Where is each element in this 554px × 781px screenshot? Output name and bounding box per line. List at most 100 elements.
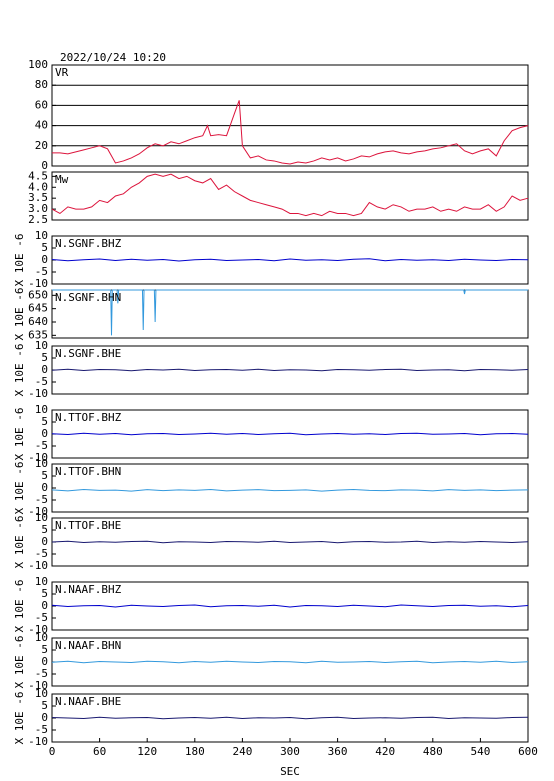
x-tick-label: 360 bbox=[328, 745, 348, 758]
x-tick-label: 600 bbox=[518, 745, 538, 758]
panel-frame bbox=[51, 463, 529, 513]
y-tick-label: 5 bbox=[41, 643, 48, 656]
y-tick-label: 0 bbox=[41, 535, 48, 548]
y-tick-label: 3.5 bbox=[28, 191, 48, 204]
panel-label: Mw bbox=[55, 173, 69, 186]
y-tick-label: 20 bbox=[35, 139, 48, 152]
y-tick-label: 0 bbox=[41, 655, 48, 668]
y-tick-label: 80 bbox=[35, 78, 48, 91]
x-axis-label: SEC bbox=[280, 765, 300, 778]
y-axis-label: X 10E -6 bbox=[13, 234, 26, 287]
panel-frame bbox=[51, 289, 529, 339]
panel-label: N.NAAF.BHE bbox=[55, 695, 121, 708]
series-line bbox=[51, 258, 529, 262]
series-line bbox=[52, 289, 528, 336]
panel-frame bbox=[51, 64, 529, 167]
y-tick-label: 10 bbox=[35, 511, 48, 524]
y-tick-label: 10 bbox=[35, 575, 48, 588]
series-line bbox=[51, 540, 529, 544]
y-tick-label: 2.5 bbox=[28, 213, 48, 226]
y-tick-label: 0 bbox=[41, 253, 48, 266]
y-axis-label: X 10E -6 bbox=[13, 408, 26, 461]
y-tick-label: 60 bbox=[35, 98, 48, 111]
y-tick-label: 0 bbox=[41, 711, 48, 724]
y-tick-label: 645 bbox=[28, 302, 48, 315]
y-tick-label: 100 bbox=[28, 58, 48, 71]
panel-label: N.TTOF.BHZ bbox=[55, 411, 122, 424]
y-tick-label: 0 bbox=[41, 363, 48, 376]
y-tick-label: 5 bbox=[41, 587, 48, 600]
y-tick-label: 0 bbox=[41, 599, 48, 612]
y-tick-label: -5 bbox=[35, 265, 48, 278]
x-tick-label: 180 bbox=[185, 745, 205, 758]
series-line bbox=[51, 660, 529, 664]
y-tick-label: 635 bbox=[28, 328, 48, 341]
series-line bbox=[51, 368, 529, 372]
panel-label: N.SGNF.BHN bbox=[55, 291, 121, 304]
y-tick-label: -10 bbox=[28, 505, 48, 518]
y-tick-label: 5 bbox=[41, 415, 48, 428]
y-tick-label: 10 bbox=[35, 403, 48, 416]
panel-label: N.SGNF.BHZ bbox=[55, 237, 122, 250]
y-tick-label: 10 bbox=[35, 229, 48, 242]
panel-label: N.TTOF.BHE bbox=[55, 519, 121, 532]
series-line bbox=[51, 432, 529, 436]
y-tick-label: 650 bbox=[28, 288, 48, 301]
x-tick-label: 420 bbox=[375, 745, 395, 758]
y-tick-label: 4.5 bbox=[28, 169, 48, 182]
series-line bbox=[51, 173, 529, 217]
y-tick-label: -10 bbox=[28, 735, 48, 748]
y-axis-label: X 10E -6 bbox=[13, 516, 26, 569]
x-tick-label: 240 bbox=[232, 745, 252, 758]
series-line bbox=[51, 604, 529, 608]
y-tick-label: 5 bbox=[41, 241, 48, 254]
panel-label: N.TTOF.BHN bbox=[55, 465, 121, 478]
series-line bbox=[51, 716, 529, 720]
y-tick-label: -5 bbox=[35, 611, 48, 624]
y-tick-label: 640 bbox=[28, 315, 48, 328]
x-tick-label: 60 bbox=[93, 745, 106, 758]
x-tick-label: 480 bbox=[423, 745, 443, 758]
panel-frame bbox=[51, 171, 529, 221]
y-tick-label: 40 bbox=[35, 119, 48, 132]
x-tick-label: 0 bbox=[49, 745, 56, 758]
chart-title: 2022/10/24 10:20 bbox=[60, 51, 166, 64]
x-tick-label: 540 bbox=[470, 745, 490, 758]
series-line bbox=[52, 100, 529, 165]
y-axis-label: X 10E -6 bbox=[13, 636, 26, 689]
y-tick-label: 5 bbox=[41, 699, 48, 712]
y-axis-label: X 10E -6 bbox=[13, 692, 26, 745]
y-tick-label: -10 bbox=[28, 559, 48, 572]
y-tick-label: -10 bbox=[28, 623, 48, 636]
y-tick-label: -10 bbox=[28, 387, 48, 400]
panel-label: N.SGNF.BHE bbox=[55, 347, 121, 360]
series-line bbox=[51, 488, 529, 492]
y-tick-label: 0 bbox=[41, 427, 48, 440]
panel-label: VR bbox=[55, 66, 69, 79]
y-tick-label: 10 bbox=[35, 631, 48, 644]
y-tick-label: -10 bbox=[28, 451, 48, 464]
y-tick-label: 5 bbox=[41, 469, 48, 482]
y-tick-label: -10 bbox=[28, 679, 48, 692]
y-tick-label: -5 bbox=[35, 493, 48, 506]
y-tick-label: 10 bbox=[35, 687, 48, 700]
y-tick-label: -5 bbox=[35, 667, 48, 680]
y-tick-label: -5 bbox=[35, 375, 48, 388]
y-axis-label: X 10E -6 bbox=[13, 462, 26, 515]
y-tick-label: 0 bbox=[41, 159, 48, 172]
y-tick-label: -10 bbox=[28, 277, 48, 290]
panel-label: N.NAAF.BHZ bbox=[55, 583, 122, 596]
y-tick-label: 5 bbox=[41, 523, 48, 536]
y-tick-label: 10 bbox=[35, 339, 48, 352]
x-tick-label: 300 bbox=[280, 745, 300, 758]
y-tick-label: 10 bbox=[35, 457, 48, 470]
y-tick-label: 3.0 bbox=[28, 202, 48, 215]
y-tick-label: 0 bbox=[41, 481, 48, 494]
y-axis-label: X 10E -6 bbox=[13, 288, 26, 341]
y-tick-label: 5 bbox=[41, 351, 48, 364]
y-axis-label: X 10E -6 bbox=[13, 580, 26, 633]
y-tick-label: -5 bbox=[35, 547, 48, 560]
y-tick-label: -5 bbox=[35, 439, 48, 452]
panel-label: N.NAAF.BHN bbox=[55, 639, 121, 652]
